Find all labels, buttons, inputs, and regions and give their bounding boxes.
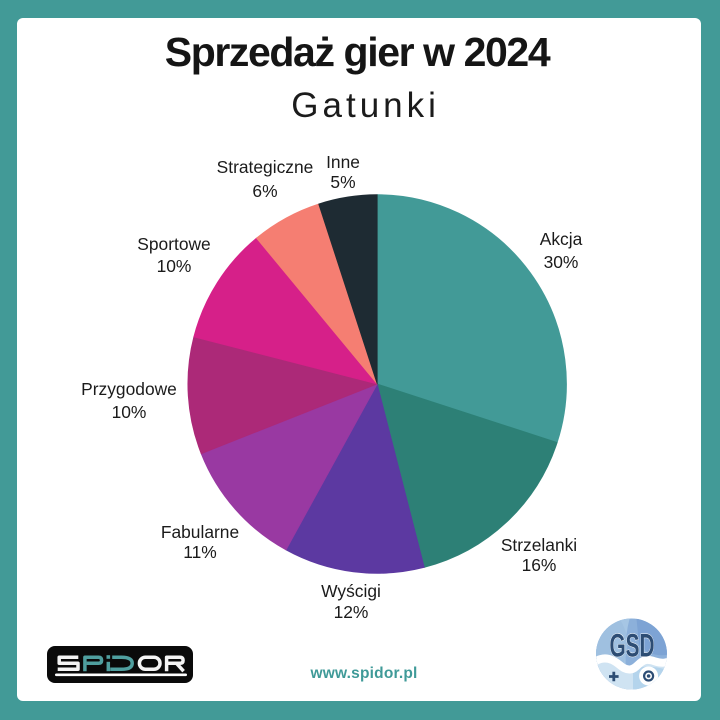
svg-text:GSD: GSD — [610, 628, 655, 664]
